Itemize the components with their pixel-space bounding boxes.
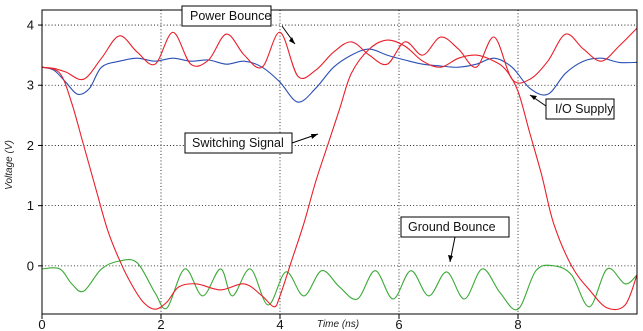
series-line-ground-bounce (41, 258, 638, 311)
callout-power-bounce: Power Bounce (181, 5, 296, 45)
x-axis-label: Time (ns) (317, 319, 359, 330)
callouts: Power Bounce I/O Supply Switching Signal… (181, 5, 615, 263)
series-lines (41, 27, 638, 311)
axes: Voltage (V) Time (ns) 0 2 4 6 8 0 1 2 3 4 (4, 9, 638, 331)
callout-io-supply-label: I/O Supply (555, 102, 614, 116)
x-tick-label: 6 (395, 317, 402, 331)
callout-switching-signal-label: Switching Signal (192, 136, 284, 150)
x-tick-label: 0 (38, 317, 45, 331)
y-tick-label: 3 (27, 78, 34, 93)
x-tick-label: 8 (514, 317, 521, 331)
callout-ground-bounce: Ground Bounce (400, 216, 510, 263)
y-axis-label: Voltage (V) (4, 140, 15, 190)
y-tick-label: 2 (27, 138, 34, 153)
series-line-switching-signal (41, 39, 638, 311)
y-tick-label: 1 (27, 198, 34, 213)
callout-io-supply: I/O Supply (529, 94, 615, 120)
series-line-power-bounce (41, 27, 638, 84)
y-tick-label: 4 (27, 18, 34, 33)
x-tick-label: 4 (276, 317, 283, 331)
x-tick-label: 2 (157, 317, 164, 331)
callout-switching-signal: Switching Signal (184, 132, 319, 154)
series-line-i-o-supply (41, 48, 638, 103)
plot-frame (41, 9, 638, 315)
callout-ground-bounce-label: Ground Bounce (408, 220, 496, 234)
grid (42, 10, 637, 314)
callout-power-bounce-label: Power Bounce (190, 9, 271, 23)
y-tick-label: 0 (27, 258, 34, 273)
